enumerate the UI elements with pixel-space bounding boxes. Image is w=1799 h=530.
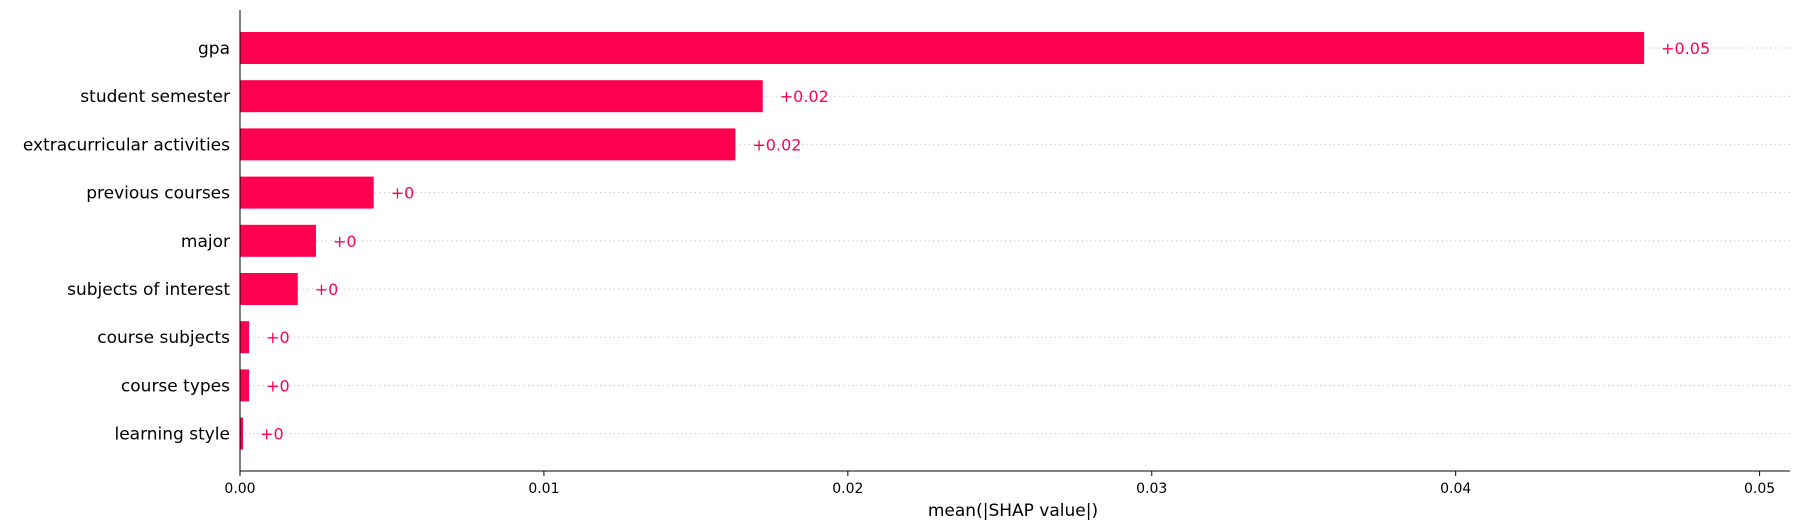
- x-tick-label: 0.01: [528, 481, 559, 497]
- x-tick-label: 0.00: [224, 481, 255, 497]
- value-label: +0.05: [1661, 39, 1710, 58]
- value-label: +0.02: [780, 87, 829, 106]
- value-label: +0: [266, 376, 290, 395]
- value-label: +0: [333, 232, 357, 251]
- category-label: learning style: [114, 425, 230, 445]
- bar-course-subjects: [240, 321, 250, 354]
- x-axis-title: mean(|SHAP value|): [928, 501, 1098, 521]
- bar-major: [240, 224, 316, 257]
- value-label: +0: [266, 328, 290, 347]
- x-axis-ticks: 0.00 0.01 0.02 0.03 0.04 0.05: [224, 471, 1775, 497]
- axes: [239, 10, 1790, 472]
- x-tick-label: 0.05: [1744, 481, 1775, 497]
- bar-learning-style: [240, 417, 244, 450]
- bars: [240, 32, 1645, 450]
- value-label: +0: [315, 280, 339, 299]
- bar-student-semester: [240, 80, 763, 113]
- value-label: +0.02: [752, 135, 801, 154]
- x-tick-label: 0.04: [1440, 481, 1471, 497]
- category-label: extracurricular activities: [23, 135, 230, 155]
- bar-extracurricular-activities: [240, 128, 736, 161]
- bar-course-types: [240, 369, 250, 402]
- category-label: previous courses: [86, 184, 230, 204]
- bar-subjects-of-interest: [240, 273, 298, 305]
- gridlines: [240, 47, 1790, 435]
- value-labels: +0.05 +0.02 +0.02 +0 +0 +0 +0 +0 +0: [260, 39, 1710, 444]
- bar-previous-courses: [240, 176, 374, 209]
- x-tick-label: 0.03: [1136, 481, 1167, 497]
- x-tick-label: 0.02: [832, 481, 863, 497]
- category-label: major: [181, 232, 230, 252]
- category-labels: gpa student semester extracurricular activ…: [23, 39, 230, 445]
- value-label: +0: [260, 425, 284, 444]
- category-label: subjects of interest: [67, 280, 230, 300]
- category-label: gpa: [198, 39, 230, 59]
- category-label: student semester: [80, 87, 230, 107]
- bar-gpa: [240, 32, 1645, 64]
- category-label: course subjects: [97, 328, 230, 348]
- value-label: +0: [391, 184, 415, 203]
- category-label: course types: [121, 376, 230, 396]
